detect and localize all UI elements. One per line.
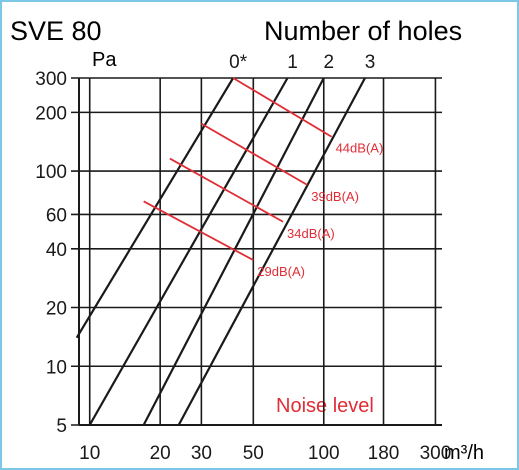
series-label: 1	[287, 52, 298, 73]
x-tick-label: 100	[308, 443, 340, 464]
y-tick-label: 60	[46, 205, 67, 226]
x-tick-label: 20	[150, 443, 171, 464]
series-line	[88, 77, 289, 426]
x-tick-label: 180	[368, 443, 400, 464]
y-tick-label: 40	[46, 240, 67, 261]
noise-line	[232, 77, 333, 138]
series-label: 3	[365, 52, 376, 73]
noise-line	[169, 157, 284, 223]
x-tick-label: 50	[243, 443, 264, 464]
series-line	[177, 77, 366, 426]
x-tick-label: 300	[420, 443, 452, 464]
y-tick-label: 200	[35, 103, 67, 124]
legend-title: Number of holes	[264, 16, 462, 46]
noise-lines: 44dB(A) 39dB(A) 34dB(A) 29dB(A)	[143, 77, 384, 279]
y-axis-unit: Pa	[92, 49, 117, 71]
noise-label: 39dB(A)	[311, 189, 359, 204]
chart-title: SVE 80	[10, 16, 102, 46]
series-line	[142, 77, 325, 426]
noise-line	[200, 122, 308, 186]
grid	[71, 77, 442, 426]
y-tick-label: 300	[35, 69, 67, 90]
series-lines: 0* 1 2 3	[75, 52, 376, 426]
x-tick-label: 10	[79, 443, 100, 464]
y-tick-label: 100	[35, 162, 67, 183]
noise-level-title: Noise level	[276, 395, 374, 417]
noise-label: 44dB(A)	[336, 141, 384, 156]
x-axis-unit: m³/h	[444, 442, 484, 464]
noise-line	[143, 200, 254, 261]
y-tick-label: 20	[46, 299, 67, 320]
y-tick-label: 10	[46, 357, 67, 378]
noise-label: 29dB(A)	[257, 264, 305, 279]
noise-label: 34dB(A)	[287, 226, 335, 241]
series-label: 2	[323, 52, 334, 73]
tick-labels: 10 20 30 50 100 180 300 5 10 20 40 60 100 200 300	[35, 69, 451, 464]
series-label: 0*	[229, 52, 248, 73]
y-tick-label: 5	[56, 416, 67, 437]
x-tick-label: 30	[191, 443, 212, 464]
